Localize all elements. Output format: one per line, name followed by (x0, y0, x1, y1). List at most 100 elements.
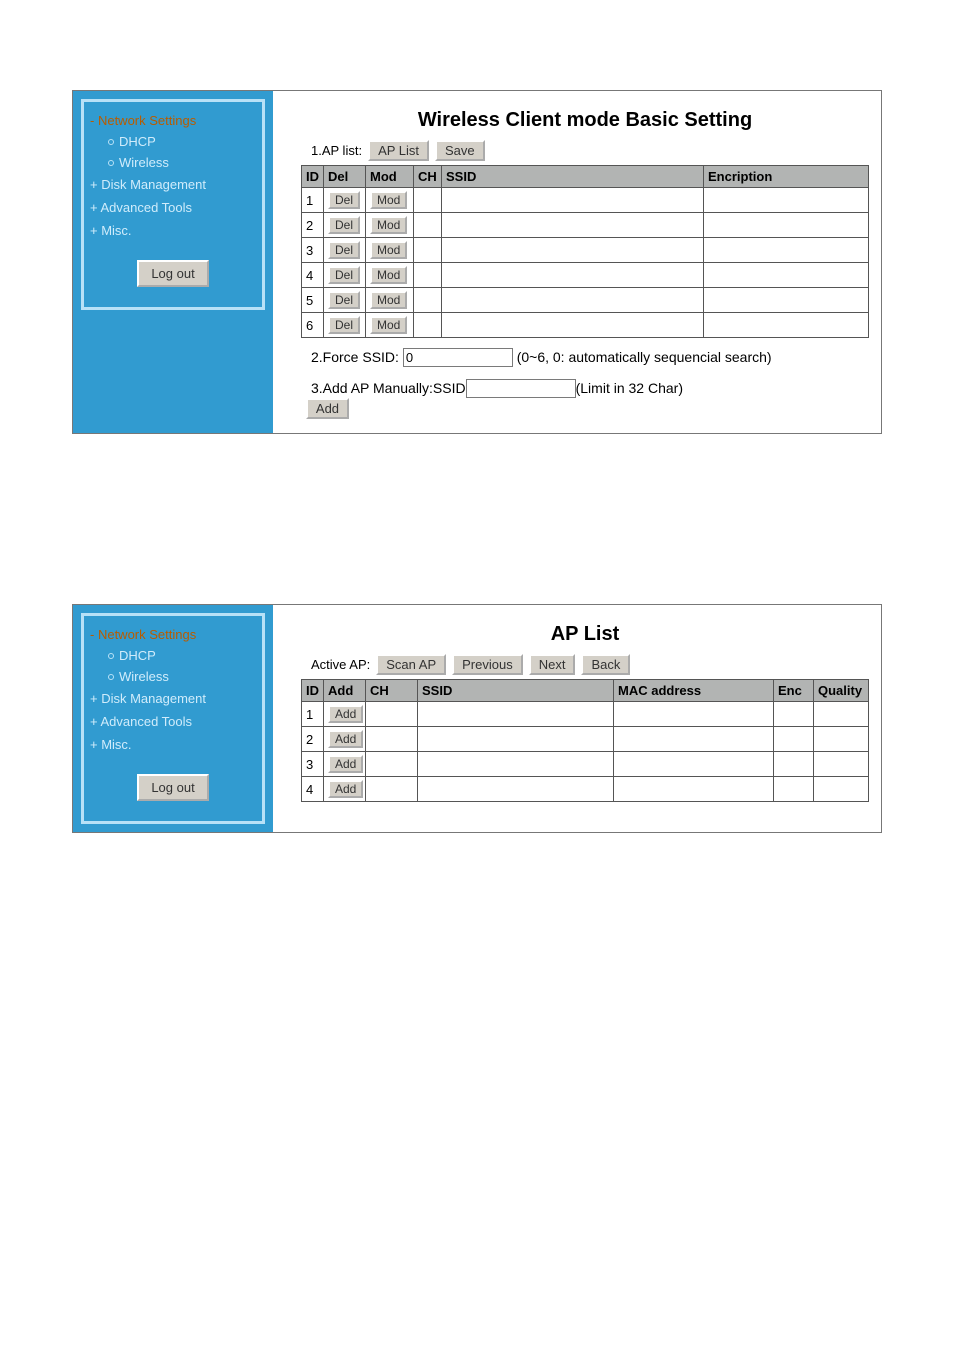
add-button[interactable]: Add (306, 398, 349, 419)
th-add: Add (324, 680, 366, 702)
sidebar-item-disk[interactable]: + Disk Management (90, 173, 256, 196)
cell-ssid (418, 727, 614, 752)
cell-id: 1 (302, 702, 324, 727)
cell-id: 1 (302, 188, 324, 213)
cell-quality (814, 777, 869, 802)
del-button[interactable]: Del (328, 316, 360, 334)
manual-ssid-input[interactable] (466, 379, 576, 398)
table-row: 3 Del Mod (302, 238, 869, 263)
th-del: Del (324, 166, 366, 188)
sidebar-item-network-settings[interactable]: - Network Settings (90, 110, 256, 131)
bullet-icon (108, 139, 114, 145)
cell-id: 2 (302, 727, 324, 752)
page-title: Wireless Client mode Basic Setting (301, 109, 869, 132)
save-button[interactable]: Save (435, 140, 485, 161)
mod-button[interactable]: Mod (370, 266, 407, 284)
sidebar-label-network: Network Settings (98, 627, 196, 642)
logout-button[interactable]: Log out (137, 774, 208, 801)
cell-ssid (442, 288, 704, 313)
cell-id: 4 (302, 263, 324, 288)
th-enc: Enc (774, 680, 814, 702)
add-ap-button[interactable]: Add (328, 755, 363, 773)
cell-id: 4 (302, 777, 324, 802)
scan-ap-button[interactable]: Scan AP (376, 654, 446, 675)
cell-ch (366, 777, 418, 802)
sidebar-item-wireless[interactable]: Wireless (90, 666, 256, 687)
cell-ssid (442, 238, 704, 263)
table-row: 4 Del Mod (302, 263, 869, 288)
del-button[interactable]: Del (328, 291, 360, 309)
cell-ssid (442, 263, 704, 288)
add-ap-button[interactable]: Add (328, 705, 363, 723)
sidebar-item-disk[interactable]: + Disk Management (90, 687, 256, 710)
active-ap-label: Active AP: (311, 657, 370, 672)
th-ch: CH (414, 166, 442, 188)
sidebar-item-misc[interactable]: + Misc. (90, 219, 256, 242)
cell-enc (704, 288, 869, 313)
sidebar-item-wireless[interactable]: Wireless (90, 152, 256, 173)
previous-button[interactable]: Previous (452, 654, 523, 675)
del-button[interactable]: Del (328, 241, 360, 259)
del-button[interactable]: Del (328, 266, 360, 284)
del-button[interactable]: Del (328, 191, 360, 209)
add-ap-label: 3.Add AP Manually:SSID (311, 380, 466, 396)
table-row: 1 Add (302, 702, 869, 727)
cell-ssid (442, 213, 704, 238)
cell-ch (414, 263, 442, 288)
cell-id: 5 (302, 288, 324, 313)
page-title: AP List (301, 623, 869, 646)
th-mod: Mod (366, 166, 414, 188)
sidebar-item-dhcp[interactable]: DHCP (90, 131, 256, 152)
sidebar-label-wireless: Wireless (119, 155, 169, 170)
cell-enc (704, 263, 869, 288)
del-button[interactable]: Del (328, 216, 360, 234)
sidebar-item-advanced[interactable]: + Advanced Tools (90, 196, 256, 219)
mod-button[interactable]: Mod (370, 291, 407, 309)
cell-ch (414, 213, 442, 238)
bullet-icon (108, 653, 114, 659)
sidebar: - Network Settings DHCP Wireless + Disk … (73, 91, 273, 433)
sidebar-label-network: Network Settings (98, 113, 196, 128)
mod-button[interactable]: Mod (370, 216, 407, 234)
sidebar-item-network-settings[interactable]: - Network Settings (90, 624, 256, 645)
cell-enc (774, 727, 814, 752)
cell-quality (814, 727, 869, 752)
th-ssid: SSID (442, 166, 704, 188)
add-ap-button[interactable]: Add (328, 730, 363, 748)
bullet-icon (108, 674, 114, 680)
content-ap-list: AP List Active AP: Scan AP Previous Next… (273, 605, 881, 832)
mod-button[interactable]: Mod (370, 191, 407, 209)
panel-ap-list: - Network Settings DHCP Wireless + Disk … (72, 604, 882, 833)
mod-button[interactable]: Mod (370, 316, 407, 334)
th-ssid: SSID (418, 680, 614, 702)
table-row: 1 Del Mod (302, 188, 869, 213)
mod-button[interactable]: Mod (370, 241, 407, 259)
cell-enc (774, 702, 814, 727)
cell-ssid (418, 777, 614, 802)
aplist-button[interactable]: AP List (368, 140, 429, 161)
sidebar-item-misc[interactable]: + Misc. (90, 733, 256, 756)
next-button[interactable]: Next (529, 654, 576, 675)
cell-mac (614, 777, 774, 802)
logout-button[interactable]: Log out (137, 260, 208, 287)
sidebar-item-dhcp[interactable]: DHCP (90, 645, 256, 666)
cell-ssid (418, 752, 614, 777)
cell-id: 2 (302, 213, 324, 238)
add-ap-hint: (Limit in 32 Char) (576, 380, 683, 396)
sidebar-item-advanced[interactable]: + Advanced Tools (90, 710, 256, 733)
back-button[interactable]: Back (581, 654, 630, 675)
th-id: ID (302, 680, 324, 702)
cell-id: 3 (302, 238, 324, 263)
force-ssid-input[interactable] (403, 348, 513, 367)
th-ch: CH (366, 680, 418, 702)
table-row: 4 Add (302, 777, 869, 802)
table-row: 2 Add (302, 727, 869, 752)
cell-id: 6 (302, 313, 324, 338)
cell-enc (704, 213, 869, 238)
cell-ssid (418, 702, 614, 727)
cell-mac (614, 702, 774, 727)
sidebar-label-dhcp: DHCP (119, 134, 156, 149)
cell-ch (366, 702, 418, 727)
menu-dash: - (90, 627, 98, 642)
add-ap-button[interactable]: Add (328, 780, 363, 798)
